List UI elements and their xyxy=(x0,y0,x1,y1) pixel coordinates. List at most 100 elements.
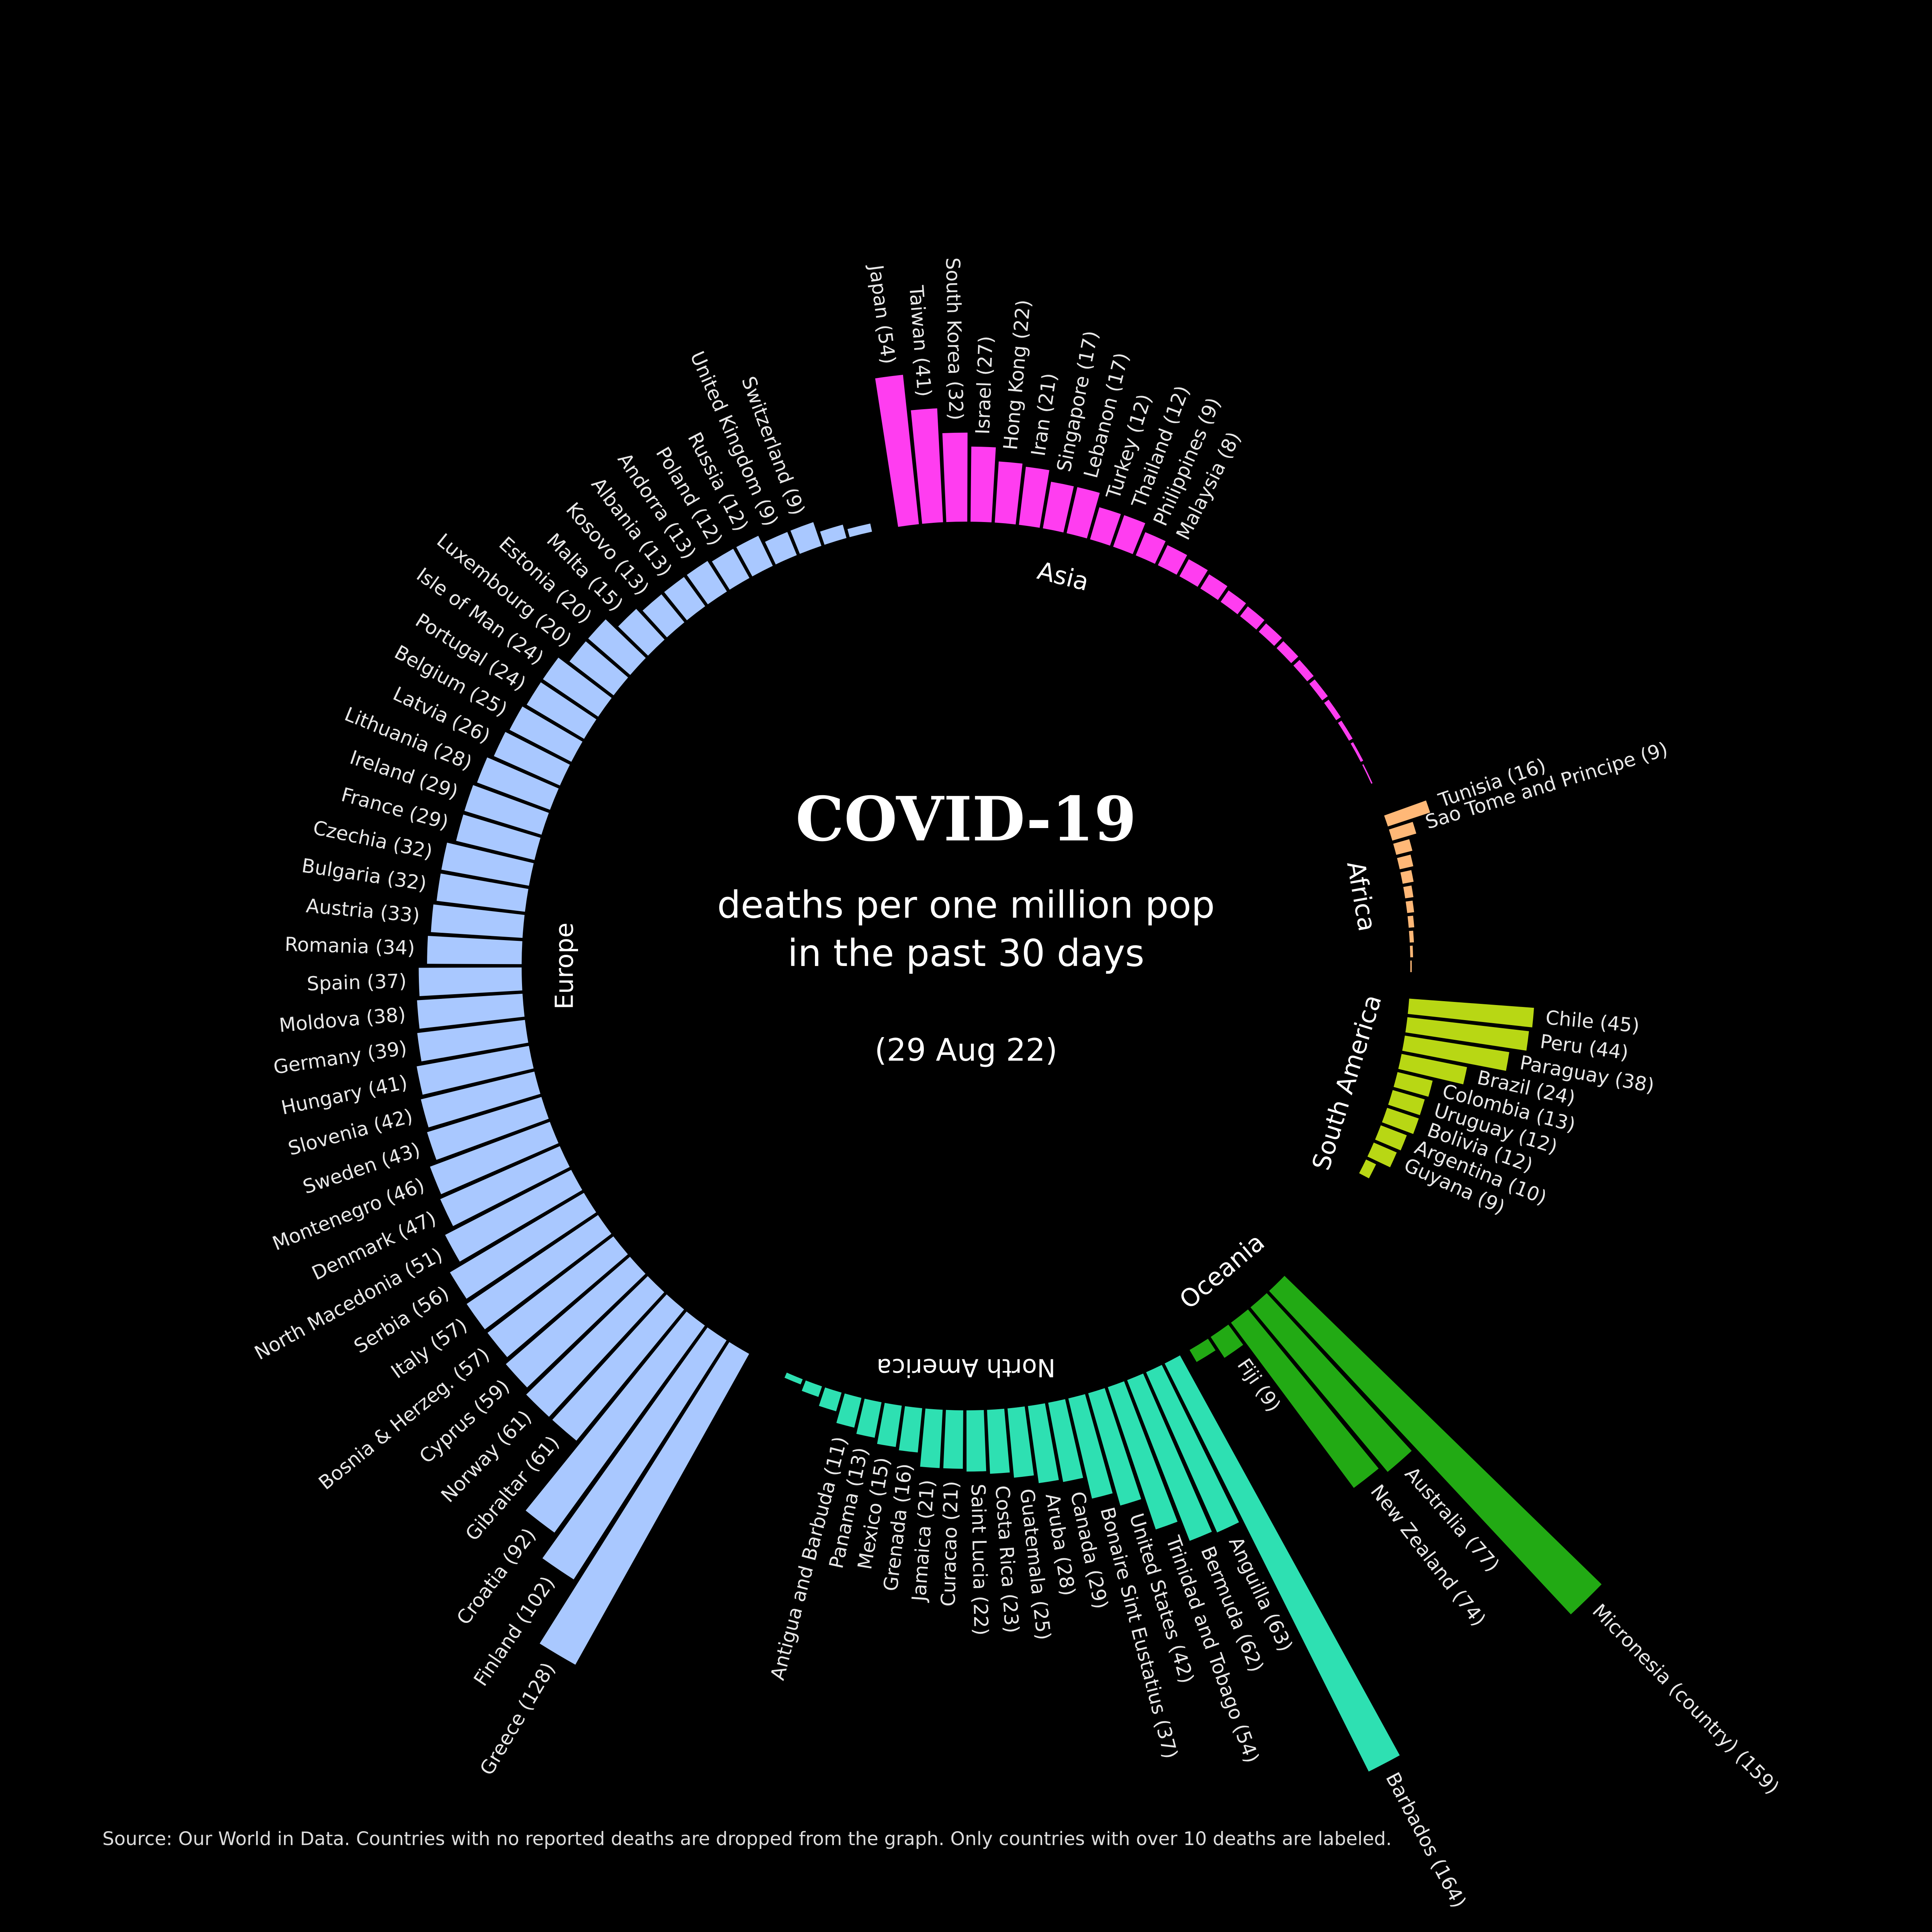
bar-north-america-3 xyxy=(1108,1381,1178,1530)
bar-europe-0 xyxy=(539,1342,749,1665)
bar-europe-4 xyxy=(526,1276,665,1417)
bar-north-america-0 xyxy=(1165,1355,1400,1772)
bar-asia-2 xyxy=(942,432,968,522)
bar-north-america-17 xyxy=(819,1387,842,1412)
bar-europe-20 xyxy=(436,873,529,912)
bar-south-america-8 xyxy=(1367,1142,1397,1167)
bar-europe-21 xyxy=(441,842,534,886)
bar-europe-11 xyxy=(430,1122,559,1194)
bar-asia-5 xyxy=(1019,467,1049,528)
bar-oceania-0 xyxy=(1269,1276,1602,1614)
bar-europe-29 xyxy=(569,641,628,696)
bar-europe-32 xyxy=(643,594,685,638)
bar-europe-12 xyxy=(427,1097,549,1160)
bar-north-america-9 xyxy=(987,1408,1010,1474)
bar-asia-14 xyxy=(1221,590,1246,614)
chart-subtitle-line1: deaths per one million pop xyxy=(717,883,1215,927)
bar-north-america-18 xyxy=(801,1380,822,1397)
bar-europe-37 xyxy=(765,532,797,565)
bar-north-america-1 xyxy=(1146,1365,1239,1532)
bar-north-america-8 xyxy=(1007,1406,1034,1478)
bar-europe-35 xyxy=(712,549,750,590)
bar-north-america-7 xyxy=(1028,1403,1059,1483)
bar-north-america-6 xyxy=(1048,1399,1083,1482)
bar-europe-8 xyxy=(450,1193,596,1299)
bar-north-america-15 xyxy=(856,1398,882,1438)
bar-south-america-2 xyxy=(1402,1036,1509,1071)
bar-europe-9 xyxy=(445,1170,582,1262)
bar-africa-6 xyxy=(1405,900,1414,913)
chart-title: COVID-19 xyxy=(796,784,1137,855)
bar-oceania-3 xyxy=(1211,1325,1243,1358)
bar-europe-23 xyxy=(464,785,549,835)
bar-africa-0 xyxy=(1384,800,1430,827)
bar-south-america-5 xyxy=(1388,1090,1425,1115)
bar-europe-16 xyxy=(417,993,525,1029)
chart-date: (29 Aug 22) xyxy=(874,1032,1057,1068)
bar-south-america-6 xyxy=(1382,1108,1419,1134)
bar-label-israel-27: Israel (27) xyxy=(971,335,997,435)
bar-europe-5 xyxy=(506,1257,646,1388)
bar-asia-10 xyxy=(1136,532,1166,564)
source-note: Source: Our World in Data. Countries wit… xyxy=(102,1828,1392,1850)
bar-europe-1 xyxy=(542,1327,727,1580)
bar-europe-28 xyxy=(543,657,612,717)
chart-subtitle-line2: in the past 30 days xyxy=(787,932,1144,975)
bar-europe-25 xyxy=(494,732,570,786)
bar-oceania-4 xyxy=(1189,1338,1216,1362)
bar-asia-22 xyxy=(1350,742,1363,762)
bar-europe-38 xyxy=(790,522,821,554)
bar-north-america-11 xyxy=(943,1410,963,1469)
bar-asia-0 xyxy=(875,374,919,527)
bar-europe-17 xyxy=(418,967,522,996)
bar-asia-4 xyxy=(995,461,1023,525)
bar-asia-9 xyxy=(1113,515,1145,554)
bar-asia-13 xyxy=(1200,574,1228,600)
bar-south-america-0 xyxy=(1408,998,1534,1027)
bar-asia-15 xyxy=(1240,606,1265,630)
bars-layer xyxy=(417,374,1602,1772)
bar-africa-9 xyxy=(1410,946,1413,957)
bar-europe-30 xyxy=(588,619,646,675)
bar-asia-19 xyxy=(1309,679,1328,701)
bar-europe-10 xyxy=(440,1146,570,1226)
bar-europe-13 xyxy=(421,1071,541,1128)
bar-asia-7 xyxy=(1066,487,1100,539)
bar-europe-39 xyxy=(820,524,847,545)
bar-asia-18 xyxy=(1293,660,1314,682)
bar-africa-7 xyxy=(1407,915,1415,928)
bar-africa-10 xyxy=(1410,960,1412,972)
bar-north-america-14 xyxy=(877,1403,902,1447)
bar-south-america-7 xyxy=(1375,1125,1407,1151)
bar-oceania-2 xyxy=(1231,1309,1379,1488)
bar-north-america-12 xyxy=(920,1408,943,1468)
bar-africa-2 xyxy=(1393,839,1413,855)
bar-south-america-3 xyxy=(1398,1054,1467,1085)
bar-africa-5 xyxy=(1403,885,1413,898)
bar-asia-20 xyxy=(1324,699,1341,720)
bar-south-america-4 xyxy=(1393,1072,1433,1097)
bar-africa-4 xyxy=(1400,870,1414,884)
bar-europe-6 xyxy=(487,1236,628,1357)
bar-europe-34 xyxy=(687,561,727,604)
bar-europe-36 xyxy=(736,536,773,577)
bar-label-spain-37: Spain (37) xyxy=(306,970,407,995)
bar-asia-21 xyxy=(1338,721,1353,741)
bar-asia-16 xyxy=(1259,623,1282,646)
bar-europe-19 xyxy=(431,904,525,938)
bar-europe-22 xyxy=(456,815,541,860)
bar-europe-3 xyxy=(552,1294,684,1441)
bar-label-saint-lucia-22: Saint Lucia (22) xyxy=(967,1483,992,1636)
bar-europe-18 xyxy=(427,936,522,964)
bar-north-america-13 xyxy=(899,1406,922,1452)
bar-europe-14 xyxy=(417,1046,534,1095)
bar-europe-31 xyxy=(618,609,665,656)
bar-north-america-4 xyxy=(1088,1388,1141,1506)
bar-south-america-1 xyxy=(1405,1017,1529,1051)
bar-north-america-5 xyxy=(1068,1394,1113,1499)
bar-asia-6 xyxy=(1043,481,1074,532)
bar-europe-24 xyxy=(477,757,559,810)
bar-europe-26 xyxy=(509,706,583,762)
bar-label-south-korea-32: South Korea (32) xyxy=(941,257,967,421)
